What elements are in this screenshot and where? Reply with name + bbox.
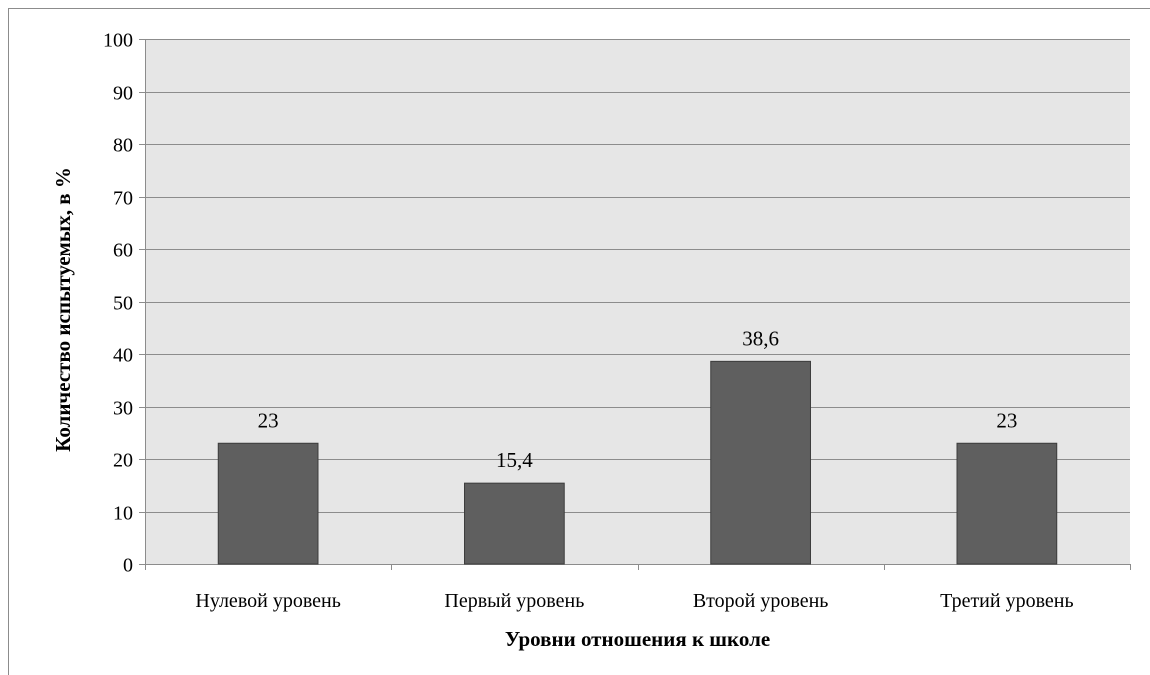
y-tick-label: 70	[113, 188, 133, 210]
y-axis-title: Количество испытуемых, в %	[51, 167, 75, 452]
data-label: 38,6	[742, 326, 779, 350]
bar	[464, 482, 565, 565]
y-tick-label: 50	[113, 293, 133, 315]
x-tick-label: Третий уровень	[940, 590, 1074, 612]
y-axis-ticks: 0 10 20 30 40 50 60 70 80 90 100	[103, 30, 133, 577]
x-axis-title: Уровни отношения к школе	[505, 627, 770, 651]
bars	[217, 360, 1058, 565]
y-tick-label: 80	[113, 135, 133, 157]
x-tick-label: Первый уровень	[444, 590, 584, 612]
data-label: 23	[996, 408, 1017, 432]
bar	[956, 442, 1058, 565]
data-label: 15,4	[496, 448, 533, 472]
bar	[710, 360, 811, 565]
y-tick-label: 90	[113, 83, 133, 105]
y-tick-label: 20	[113, 450, 133, 472]
y-tick-label: 100	[103, 30, 133, 52]
x-axis-ticks: Нулевой уровень Первый уровень Второй уров…	[195, 590, 1073, 612]
bar	[217, 442, 319, 565]
chart-frame	[8, 8, 1150, 675]
y-tick-label: 40	[113, 345, 133, 367]
y-tick-label: 60	[113, 240, 133, 262]
y-tick-label: 30	[113, 398, 133, 420]
y-tick-label: 0	[123, 555, 133, 577]
y-tick-label: 10	[113, 503, 133, 525]
x-tick-label: Второй уровень	[693, 590, 829, 612]
data-labels: 23 15,4 38,6 23	[258, 326, 1018, 472]
x-tick-label: Нулевой уровень	[195, 590, 340, 612]
data-label: 23	[258, 408, 279, 432]
